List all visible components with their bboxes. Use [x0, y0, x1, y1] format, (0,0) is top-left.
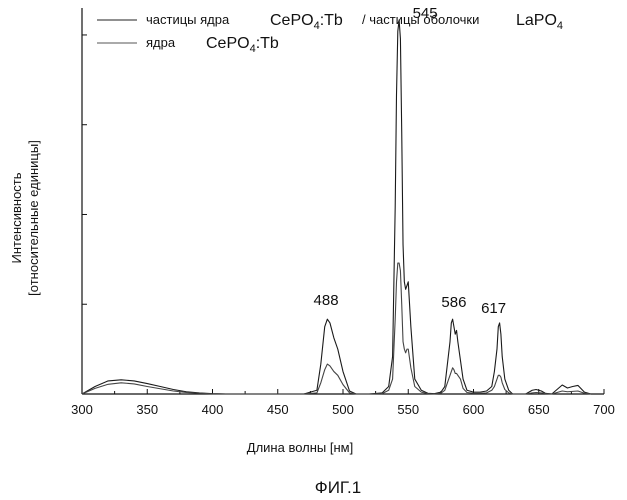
peak-label-617: 617 — [481, 300, 506, 317]
x-tick-label: 450 — [267, 402, 289, 417]
legend-label-core: ядра — [146, 35, 176, 50]
x-axis-label: Длина волны [нм] — [247, 440, 353, 455]
x-tick-label: 600 — [463, 402, 485, 417]
x-tick-label: 300 — [71, 402, 93, 417]
peak-label-488: 488 — [314, 292, 339, 309]
series-line-1 — [82, 20, 591, 394]
legend-formula-cepo4tb-2: CePO4:Tb — [206, 35, 279, 55]
legend-formula-cepo4tb-1: CePO4:Tb — [270, 12, 343, 32]
y-ticks — [82, 35, 87, 394]
x-tick-label: 350 — [136, 402, 158, 417]
x-tick-label: 400 — [202, 402, 224, 417]
series-group — [82, 20, 591, 394]
legend: частицы ядра CePO4:Tb / частицы оболочки… — [97, 12, 563, 55]
x-tick-label: 550 — [397, 402, 419, 417]
legend-label-core-shell: частицы ядра — [146, 12, 230, 27]
y-axis-label-line1: Интенсивность — [9, 172, 24, 263]
plot-area: 300350400450500550600650700 488545586617 — [71, 5, 615, 417]
series-line-2 — [82, 263, 591, 394]
x-tick-label: 700 — [593, 402, 615, 417]
peak-label-586: 586 — [441, 294, 466, 311]
legend-shell-label: / частицы оболочки — [362, 12, 479, 27]
legend-formula-lapo4: LaPO4 — [516, 12, 563, 32]
x-tick-label: 650 — [528, 402, 550, 417]
peak-annotations: 488545586617 — [314, 5, 507, 317]
x-tick-label: 500 — [332, 402, 354, 417]
figure-caption: ФИГ.1 — [315, 478, 361, 497]
y-axis-label-line2: [относительные единицы] — [26, 140, 41, 296]
